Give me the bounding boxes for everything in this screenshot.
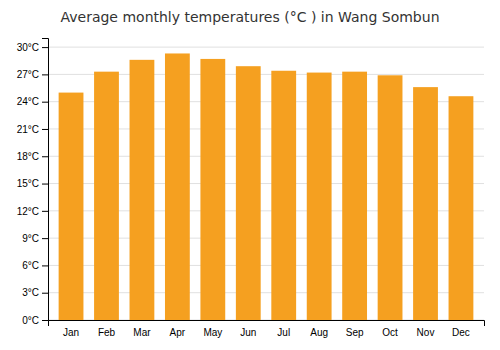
- bar: [59, 93, 84, 320]
- x-tick: Jun: [240, 327, 256, 338]
- bar: [449, 96, 474, 320]
- y-tick-mark: [42, 211, 48, 212]
- grid-line: [48, 47, 484, 48]
- y-tick: 9°C: [22, 233, 48, 244]
- y-tick-label: 9°C: [22, 233, 39, 244]
- x-axis-line: [49, 321, 485, 327]
- x-tick-label: Sep: [346, 327, 364, 338]
- y-axis-line: [42, 39, 49, 321]
- y-tick-mark: [42, 102, 48, 103]
- y-tick-label: 21°C: [17, 124, 39, 135]
- y-tick: 18°C: [17, 151, 48, 162]
- x-tick-label: Jul: [277, 327, 290, 338]
- x-tick-label: Dec: [452, 327, 470, 338]
- x-tick: Nov: [417, 327, 435, 338]
- y-tick: 6°C: [22, 260, 48, 271]
- x-tick-label: Mar: [133, 327, 151, 338]
- bar: [271, 71, 296, 320]
- y-tick-mark: [42, 184, 48, 185]
- grid: [48, 47, 484, 320]
- x-tick: Sep: [346, 327, 364, 338]
- bars: [59, 53, 474, 320]
- y-tick-mark: [42, 265, 48, 266]
- y-tick-label: 6°C: [22, 260, 39, 271]
- y-tick: 27°C: [17, 69, 48, 80]
- bar: [307, 73, 332, 320]
- y-tick-label: 18°C: [17, 151, 39, 162]
- y-tick: 24°C: [17, 96, 48, 107]
- x-tick: May: [203, 327, 222, 338]
- bar: [94, 72, 119, 320]
- y-tick-mark: [42, 129, 48, 130]
- x-axis: Jan Feb Mar Apr May Jun Jul Aug Sep Oct Nov Dec: [49, 321, 485, 339]
- x-tick: Apr: [170, 327, 186, 338]
- y-tick: 21°C: [17, 124, 48, 135]
- title: Average monthly temperatures (°C ) in Wa…: [60, 9, 439, 25]
- plot-area: 0°C 3°C 6°C 9°C 12°C 15°C 18°C 21°C 24°C 27°C 30°C…: [17, 39, 485, 339]
- bar: [236, 66, 261, 320]
- y-tick: 15°C: [17, 178, 48, 189]
- y-tick-label: 30°C: [17, 42, 39, 53]
- x-tick-label: Apr: [170, 327, 186, 338]
- y-tick-label: 15°C: [17, 178, 39, 189]
- x-tick: Dec: [452, 327, 470, 338]
- x-tick-label: Aug: [310, 327, 328, 338]
- y-tick-mark: [42, 47, 48, 48]
- y-tick-mark: [42, 238, 48, 239]
- x-tick: Oct: [382, 327, 398, 338]
- y-tick-mark: [42, 293, 48, 294]
- bar: [413, 87, 438, 320]
- bar: [378, 75, 403, 320]
- chart: 0°C 3°C 6°C 9°C 12°C 15°C 18°C 21°C 24°C 27°C 30°C…: [0, 0, 500, 350]
- y-tick: 3°C: [22, 287, 48, 298]
- y-tick: 0°C: [22, 315, 48, 326]
- x-tick-label: Nov: [417, 327, 435, 338]
- y-tick-label: 3°C: [22, 287, 39, 298]
- y-axis: 0°C 3°C 6°C 9°C 12°C 15°C 18°C 21°C 24°C 27°C 30°C: [17, 39, 49, 326]
- bar: [342, 72, 367, 320]
- y-tick-mark: [42, 156, 48, 157]
- y-tick-label: 0°C: [22, 315, 39, 326]
- bar: [130, 60, 155, 320]
- bar: [165, 53, 190, 320]
- x-tick: Jul: [277, 327, 290, 338]
- x-tick: Jan: [63, 327, 79, 338]
- x-tick: Mar: [133, 327, 151, 338]
- y-tick: 30°C: [17, 42, 48, 53]
- y-tick-mark: [42, 74, 48, 75]
- x-tick-label: Jan: [63, 327, 79, 338]
- y-tick-label: 27°C: [17, 69, 39, 80]
- x-tick-label: Oct: [382, 327, 398, 338]
- x-tick-label: May: [203, 327, 222, 338]
- y-tick-mark: [42, 320, 48, 321]
- y-tick: 12°C: [17, 206, 48, 217]
- bar: [200, 59, 225, 320]
- y-tick-label: 24°C: [17, 96, 39, 107]
- x-tick: Feb: [98, 327, 116, 338]
- y-tick-label: 12°C: [17, 206, 39, 217]
- x-tick-label: Jun: [240, 327, 256, 338]
- x-tick: Aug: [310, 327, 328, 338]
- x-tick-label: Feb: [98, 327, 116, 338]
